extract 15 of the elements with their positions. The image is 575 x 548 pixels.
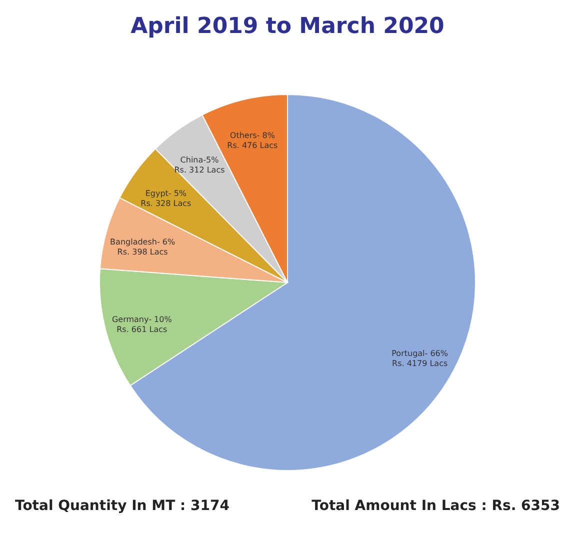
slice-label: Egypt- 5%: [145, 188, 187, 198]
slice-label: Others- 8%: [230, 131, 276, 140]
data-label: Rs. 4179 Lacs: [392, 359, 448, 368]
data-label: Rs. 328 Lacs: [140, 198, 192, 208]
chart-title: April 2019 to March 2020: [130, 14, 444, 39]
data-label: Rs. 661 Lacs: [116, 325, 168, 334]
slice-label: Bangladesh- 6%: [110, 237, 176, 246]
text: Total Amount In Lacs : Rs. 6353: [312, 498, 560, 514]
data-label: Rs. 398 Lacs: [117, 247, 168, 256]
slice-label: Portugal- 66%: [392, 349, 448, 358]
text: Total Quantity In MT : 3174: [15, 498, 230, 514]
data-label: Rs. 476 Lacs: [227, 141, 278, 150]
slice-label: China-5%: [180, 156, 220, 165]
slice-label: Germany- 10%: [112, 315, 172, 324]
data-label: Rs. 312 Lacs: [174, 166, 225, 175]
